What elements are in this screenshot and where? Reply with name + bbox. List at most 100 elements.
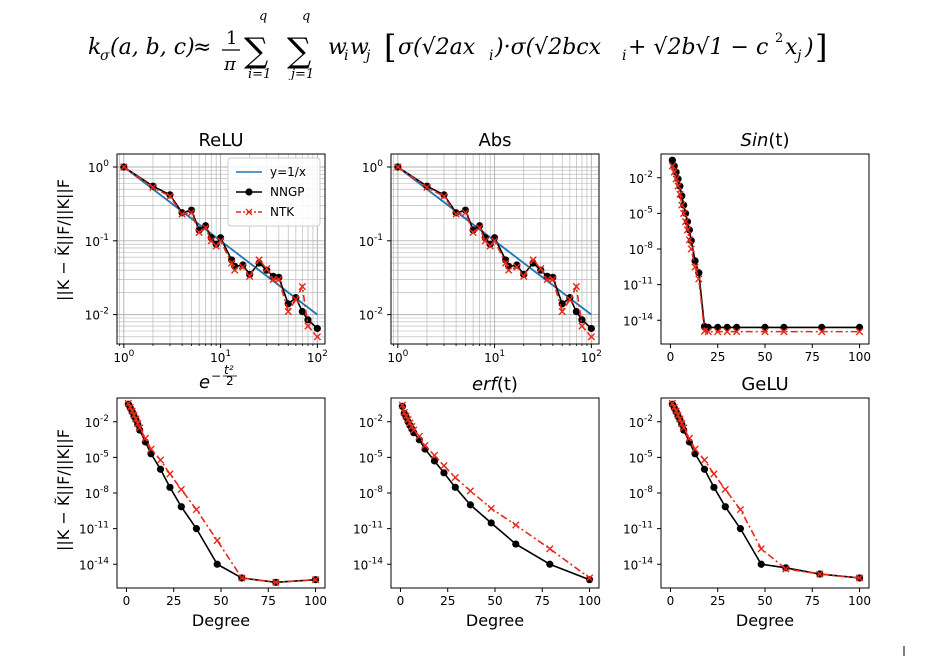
nngp-point xyxy=(298,307,306,316)
y-tick-label: 10-5 xyxy=(85,449,109,465)
ntk-point xyxy=(313,333,322,341)
y-tick-label: 10-8 xyxy=(629,485,654,501)
ntk-point xyxy=(406,419,414,427)
nngp-point xyxy=(284,300,292,308)
x-tick-label: 101 xyxy=(210,349,231,365)
ntk-point xyxy=(311,576,320,584)
x-tick-label: 75 xyxy=(261,594,276,608)
nngp-point xyxy=(587,324,595,333)
formula: k σ (a, b, c) ≈ 1 π q ∑ i=1 q ∑ j=1 w i … xyxy=(88,10,827,80)
formula-sum1: ∑ xyxy=(244,31,268,71)
nngp-point xyxy=(239,261,247,269)
ntk-point xyxy=(529,256,537,264)
ntk-point xyxy=(691,445,699,453)
ntk-point xyxy=(178,210,186,218)
y-tick-label: 10-5 xyxy=(629,449,653,465)
y-tick-label: 10-2 xyxy=(359,307,383,323)
nngp-point xyxy=(201,222,210,230)
ntk-point xyxy=(415,432,424,440)
ntk-point xyxy=(304,322,312,330)
series-line-ntk xyxy=(671,165,860,333)
x-tick-label: 50 xyxy=(213,594,228,608)
ntk-point xyxy=(490,237,499,245)
formula-sum1-top: q xyxy=(259,10,267,24)
y-tick-label: 10-5 xyxy=(629,205,653,221)
nngp-point xyxy=(440,191,448,199)
y-tick-label: 10-14 xyxy=(623,312,653,328)
y-tick-label: 10-14 xyxy=(79,556,109,572)
x-tick-label: 25 xyxy=(166,594,181,608)
ntk-point xyxy=(128,407,136,415)
x-tick-label: 75 xyxy=(805,594,820,608)
nngp-point xyxy=(513,261,521,269)
ntk-point xyxy=(676,190,684,199)
ntk-point xyxy=(402,412,410,420)
ntk-point xyxy=(255,256,263,264)
ntk-point xyxy=(512,521,520,529)
series-line-nngp xyxy=(127,403,316,584)
ntk-point xyxy=(440,461,448,470)
ntk-point xyxy=(487,504,495,513)
y-tick-label: 10-14 xyxy=(623,556,653,572)
x-tick-label: 0 xyxy=(397,594,405,608)
nngp-point xyxy=(691,450,699,458)
x-tick-label: 0 xyxy=(667,350,675,364)
formula-approx: ≈ xyxy=(193,35,211,60)
ntk-point xyxy=(687,245,695,253)
formula-sum1-bot: i=1 xyxy=(248,67,271,80)
legend-marker xyxy=(245,208,253,216)
formula-term2-sub: i xyxy=(622,48,626,64)
ntk-point xyxy=(700,456,709,464)
y-tick-label: 100 xyxy=(88,159,109,175)
panel-title-frac-den: 2 xyxy=(226,374,234,388)
series-group xyxy=(394,163,596,341)
nngp-point xyxy=(578,316,586,324)
ntk-point xyxy=(141,434,150,443)
y-tick-label: 10-5 xyxy=(359,449,383,465)
ntk-point xyxy=(466,487,475,495)
ntk-point xyxy=(421,441,429,450)
ntk-point xyxy=(423,183,431,192)
y-tick-label: 10-14 xyxy=(353,556,383,572)
ntk-point xyxy=(723,327,731,336)
x-tick-label: 75 xyxy=(805,350,820,364)
x-axis-label: Degree xyxy=(192,611,250,630)
y-tick-label: 10-11 xyxy=(623,521,653,537)
ntk-point xyxy=(192,505,201,514)
ntk-point xyxy=(578,322,586,330)
nngp-point xyxy=(149,182,157,190)
nngp-point xyxy=(313,324,321,333)
ntk-point xyxy=(130,411,138,419)
y-tick-label: 10-2 xyxy=(85,414,109,430)
ntk-point xyxy=(135,424,144,432)
ntk-point xyxy=(668,399,677,408)
ntk-point xyxy=(440,192,448,201)
y-tick-label: 10-2 xyxy=(359,414,383,430)
ntk-point xyxy=(505,266,513,274)
ntk-point xyxy=(149,183,157,192)
formula-w2: w xyxy=(350,35,369,60)
y-tick-label: 100 xyxy=(362,159,383,175)
ntk-point xyxy=(816,570,824,578)
ntk-point xyxy=(513,263,521,271)
x-tick-label: 0 xyxy=(667,594,675,608)
ntk-point xyxy=(269,275,277,284)
formula-args: (a, b, c) xyxy=(110,35,195,60)
x-tick-label: 50 xyxy=(757,350,772,364)
ntk-point xyxy=(475,224,484,232)
ntk-point xyxy=(231,266,239,274)
ntk-point xyxy=(275,275,283,284)
ntk-point xyxy=(585,574,594,582)
formula-sum2: ∑ xyxy=(287,31,311,71)
nngp-point xyxy=(680,201,688,209)
nngp-point xyxy=(710,483,718,491)
nngp-point xyxy=(487,519,495,527)
ntk-point xyxy=(520,272,528,281)
ntk-point xyxy=(695,275,703,283)
x-tick-label: 102 xyxy=(307,349,328,365)
y-tick-label: 10-2 xyxy=(629,170,653,186)
panel-4: 0 25 50 75 100 10-14 10-11 10-8 10-5 10-2 erf(t) De… xyxy=(353,374,601,630)
panel-frame xyxy=(660,397,870,589)
nngp-point xyxy=(461,206,470,214)
